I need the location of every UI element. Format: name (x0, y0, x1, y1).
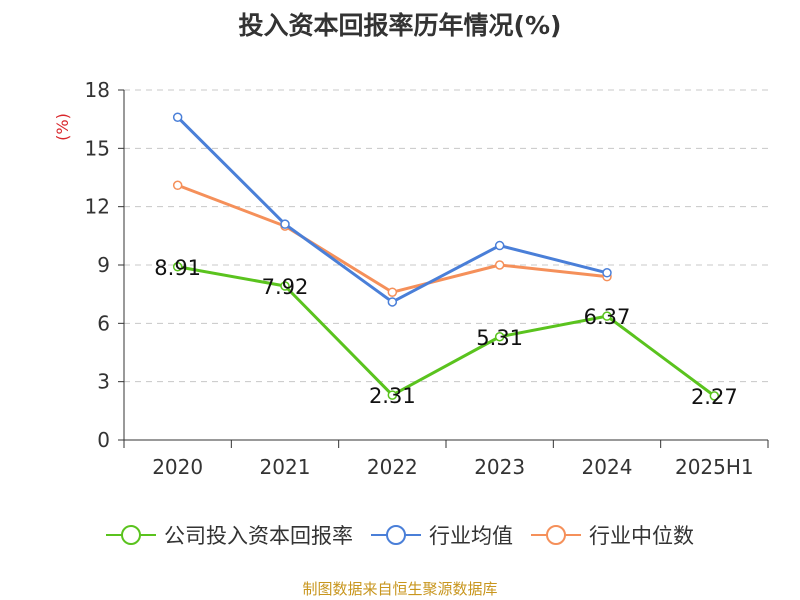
legend-line-marker-icon (531, 525, 581, 545)
legend-item[interactable]: 行业均值 (371, 520, 513, 550)
legend-line-marker-icon (371, 525, 421, 545)
series-lines (172, 112, 720, 401)
y-tick-label: 18 (85, 78, 110, 102)
x-tick-label: 2021 (260, 455, 311, 479)
legend-label: 行业中位数 (589, 524, 694, 548)
x-tick-label: 2025H1 (675, 455, 754, 479)
y-tick-label: 15 (85, 136, 110, 160)
data-label: 8.91 (154, 256, 201, 280)
y-tick-label: 12 (85, 195, 110, 219)
data-point (387, 297, 398, 307)
legend-label: 公司投入资本回报率 (164, 524, 353, 548)
legend-line-marker-icon (106, 525, 156, 545)
data-point (494, 332, 505, 342)
data-label: 2.31 (369, 384, 416, 408)
data-label: 5.31 (476, 326, 523, 350)
grid-lines (124, 89, 768, 383)
y-tick-label: 6 (97, 311, 110, 335)
y-tick-label: 3 (97, 370, 110, 394)
data-point (602, 268, 612, 278)
data-point (494, 240, 505, 251)
x-tick-label: 2023 (474, 455, 525, 479)
axes: 0 3 6 9 12 15 18 2020 2021 2022 2023 2024 2025H1 (%) (53, 78, 769, 479)
data-labels: 8.91 7.92 2.31 5.31 6.37 2.27 (154, 256, 737, 409)
legend-label: 行业均值 (429, 524, 513, 548)
x-tick-label: 2024 (582, 455, 633, 479)
x-tick-label: 2022 (367, 455, 418, 479)
series-line (177, 183, 608, 294)
data-point (387, 287, 398, 297)
y-tick-label: 0 (97, 428, 110, 452)
y-axis-label: (%) (53, 113, 72, 141)
data-label: 7.92 (262, 275, 309, 299)
legend-item[interactable]: 公司投入资本回报率 (106, 520, 353, 550)
data-point (172, 112, 183, 122)
data-point (280, 281, 290, 291)
series-line (177, 265, 716, 398)
legend: 公司投入资本回报率 行业均值 行业中位数 (0, 520, 800, 550)
y-tick-label: 9 (97, 253, 110, 277)
data-point (709, 391, 720, 401)
chart-title: 投入资本回报率历年情况(%) (238, 11, 562, 40)
legend-item[interactable]: 行业中位数 (531, 520, 694, 550)
data-point (172, 262, 183, 272)
data-point (494, 260, 505, 270)
data-label: 2.27 (691, 385, 738, 409)
data-point (172, 180, 183, 191)
data-point (602, 311, 612, 321)
data-point (280, 219, 290, 229)
data-label: 6.37 (584, 305, 631, 329)
x-tick-label: 2020 (152, 455, 203, 479)
data-point (387, 390, 398, 400)
source-note: 制图数据来自恒生聚源数据库 (302, 580, 498, 598)
